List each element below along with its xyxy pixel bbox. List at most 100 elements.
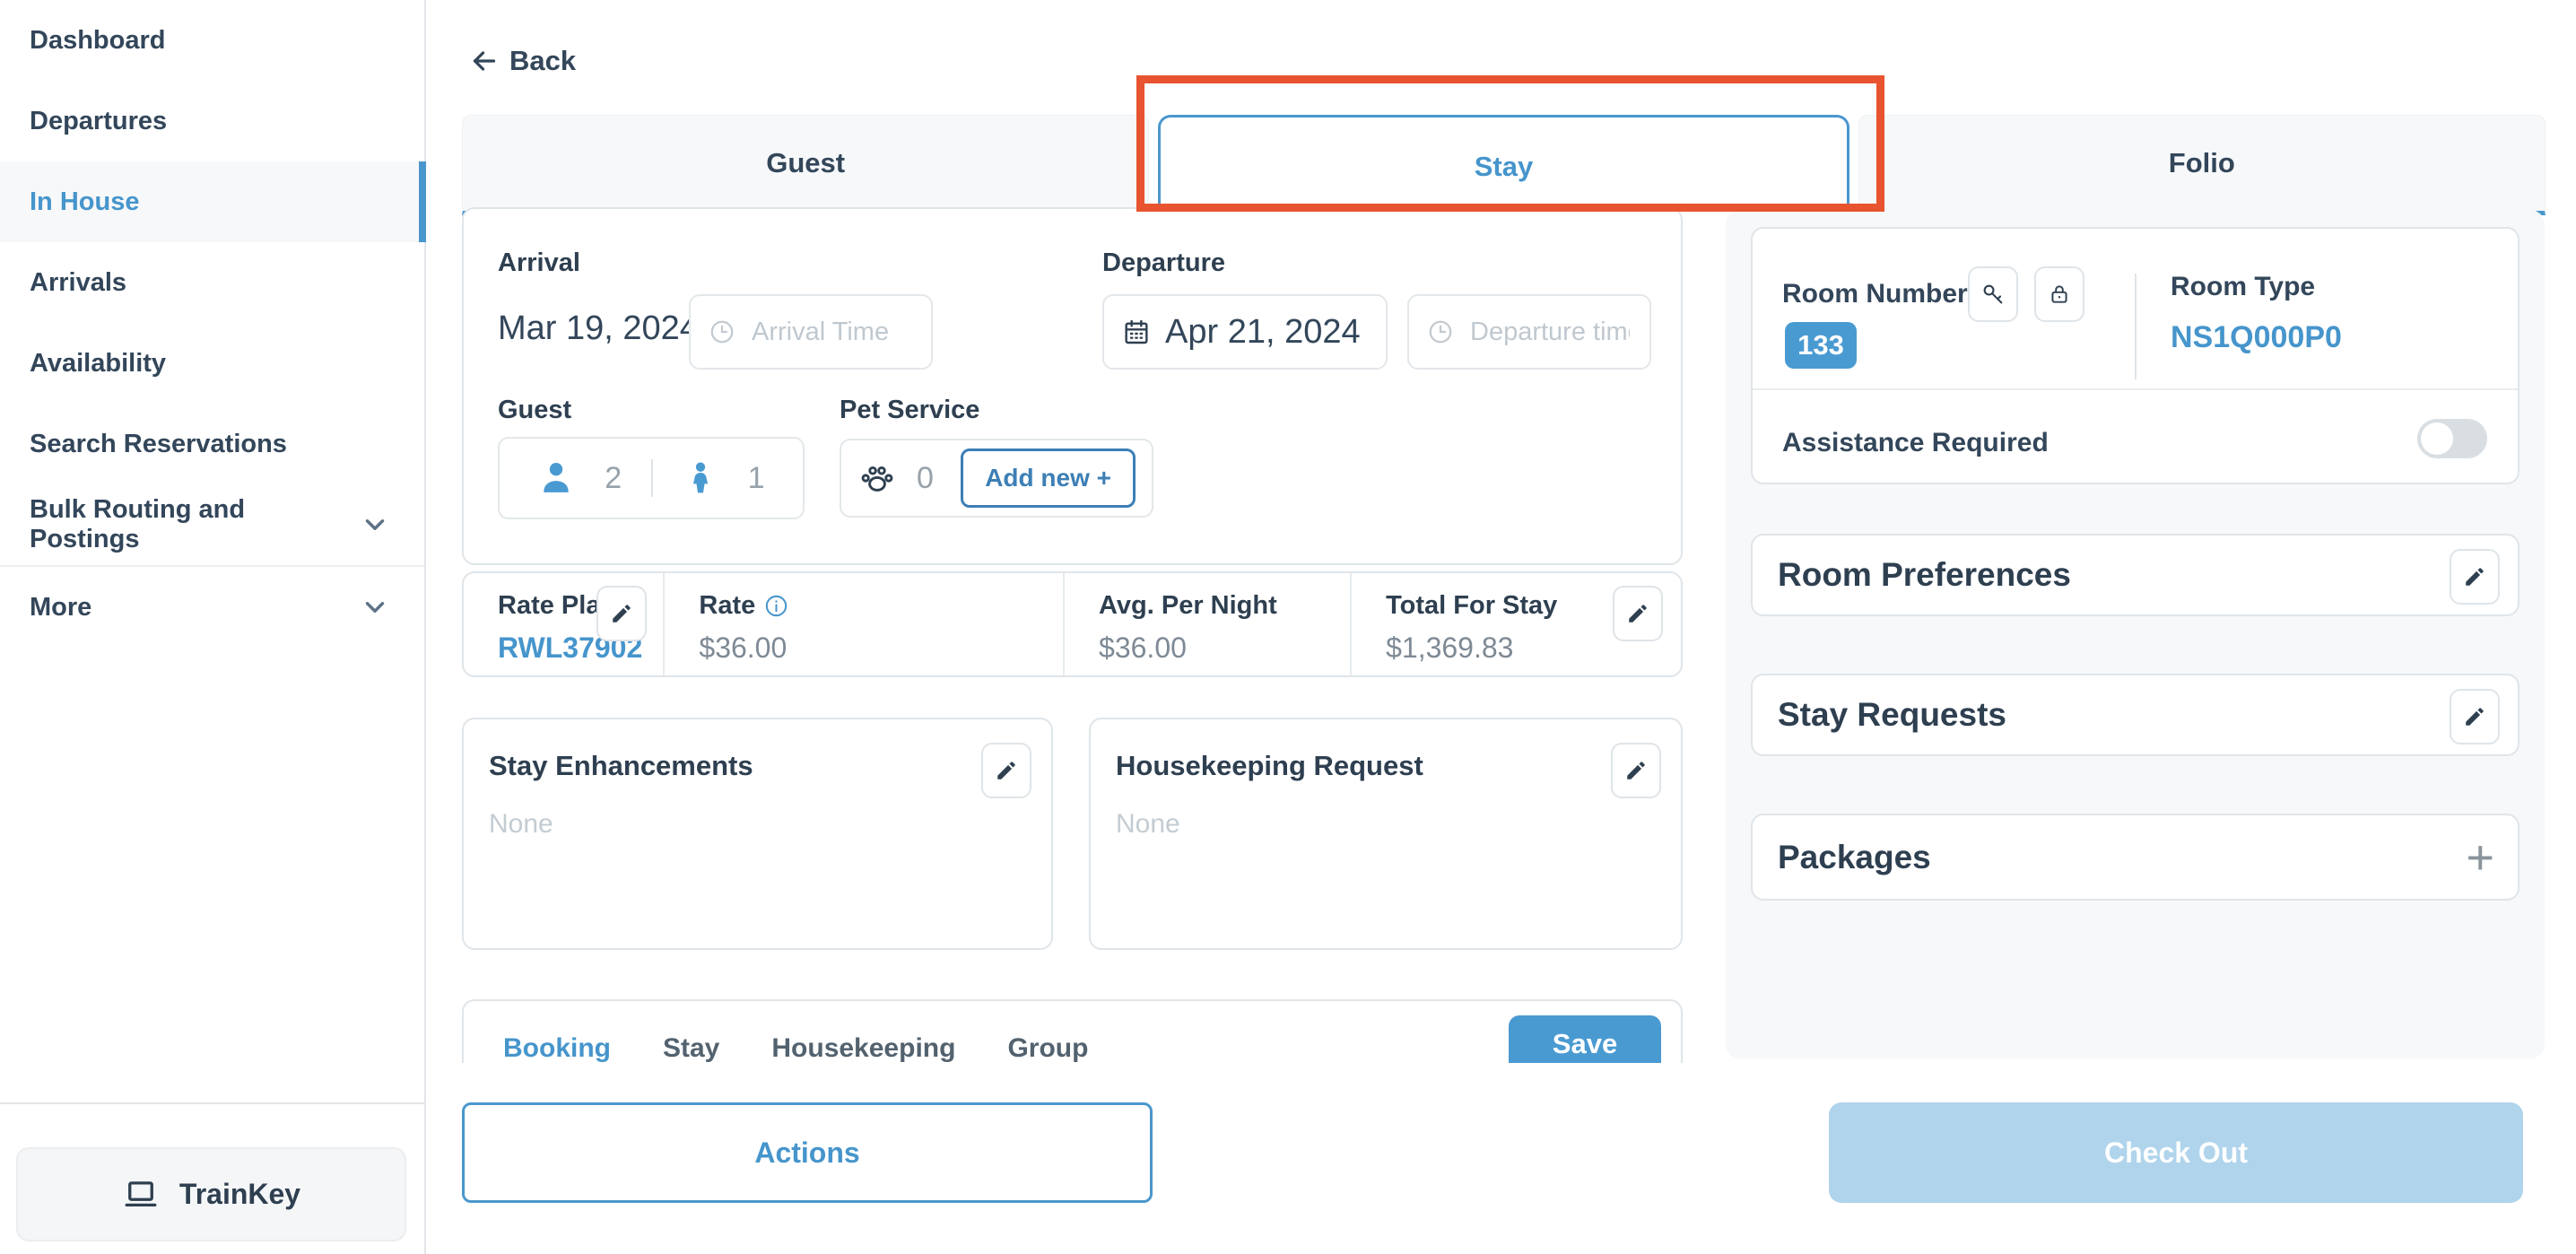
notes-tab-housekeeping[interactable]: Housekeeping [771,1033,956,1063]
room-panel: Room Number 133 Room Type NS1Q000P0 Assi… [1726,210,2545,1058]
clock-icon [709,318,735,345]
info-icon[interactable] [764,594,788,618]
paw-icon [857,458,897,498]
notes-tab-group[interactable]: Group [1007,1033,1089,1063]
housekeeping-request-card: Housekeeping Request None [1089,718,1683,950]
lock-icon [2048,283,2071,306]
pencil-icon [1624,759,1648,782]
toggle-knob [2421,422,2453,455]
sidebar-item-availability[interactable]: Availability [0,323,424,404]
edit-room-preferences-button[interactable] [2450,549,2500,605]
chevron-down-icon [360,509,390,540]
tab-stay[interactable]: Stay [1158,115,1849,215]
check-out-button[interactable]: Check Out [1829,1102,2523,1203]
housekeeping-request-title: Housekeeping Request [1116,750,1423,781]
sidebar-item-departures[interactable]: Departures [0,81,424,161]
avg-per-night-column: Avg. Per Night $36.00 [1063,573,1350,675]
stay-requests-card: Stay Requests [1751,674,2519,756]
notes-tabs-card: Booking Stay Housekeeping Group Save [462,999,1683,1063]
departure-label: Departure [1102,248,1225,277]
chevron-down-icon [360,592,390,623]
arrival-time-input[interactable] [750,316,913,348]
actions-button[interactable]: Actions [462,1102,1153,1203]
add-package-button[interactable]: + [2466,830,2494,884]
pet-service-box: 0 Add new + [840,439,1153,518]
edit-housekeeping-request-button[interactable] [1611,743,1661,798]
sidebar-item-label: In House [30,187,140,216]
arrival-label: Arrival [498,248,580,277]
back-arrow-icon [468,45,500,77]
room-type-value[interactable]: NS1Q000P0 [2171,320,2342,354]
sidebar-item-search-reservations[interactable]: Search Reservations [0,404,424,484]
pet-service-label: Pet Service [840,396,980,424]
departure-date-box[interactable]: Apr 21, 2024 [1102,294,1388,370]
avg-per-night-value: $36.00 [1099,631,1187,664]
tab-guest[interactable]: Guest [462,115,1150,215]
sidebar-item-in-house[interactable]: In House [0,161,426,242]
stay-enhancements-value: None [489,809,553,839]
save-button[interactable]: Save [1509,1015,1661,1063]
sidebar-divider [0,565,424,567]
sidebar-item-label: Bulk Routing and Postings [30,495,246,553]
detail-tabbar: Guest Stay Folio [462,115,2546,215]
total-for-stay-value: $1,369.83 [1386,631,1514,664]
avg-per-night-label: Avg. Per Night [1099,591,1277,620]
notes-tab-stay[interactable]: Stay [663,1033,720,1063]
sidebar-item-label: Search Reservations [30,429,287,458]
arrival-date-value[interactable]: Mar 19, 2024 [498,309,699,347]
sidebar-item-label: Dashboard [30,25,166,55]
add-new-pet-button[interactable]: Add new + [961,448,1136,508]
back-button[interactable]: Back [468,45,576,77]
clock-icon [1427,318,1454,345]
child-count: 1 [747,460,765,495]
edit-stay-enhancements-button[interactable] [981,743,1031,798]
tab-folio[interactable]: Folio [1858,115,2546,215]
guest-label: Guest [498,396,572,424]
assistance-required-label: Assistance Required [1782,428,2049,457]
room-info-top: Room Number 133 Room Type NS1Q000P0 [1753,229,2518,390]
total-for-stay-column: Total For Stay $1,369.83 [1350,573,1681,675]
notes-tab-booking[interactable]: Booking [503,1033,611,1063]
divider [650,459,653,497]
child-icon [683,460,718,496]
packages-card: Packages + [1751,814,2519,901]
stay-dates-card: Arrival Mar 19, 2024 Departure Apr 21, 2… [462,207,1683,565]
pencil-icon [2463,705,2486,728]
room-preferences-card: Room Preferences [1751,534,2519,616]
stay-requests-title: Stay Requests [1778,696,2006,733]
adult-count: 2 [605,460,622,495]
lock-button[interactable] [2034,266,2084,322]
adult-icon [537,459,575,497]
rate-label-row: Rate [699,591,1063,621]
sidebar-item-dashboard[interactable]: Dashboard [0,0,424,81]
sidebar-item-bulk-routing[interactable]: Bulk Routing and Postings [0,484,424,565]
edit-rate-plan-button[interactable] [596,586,648,641]
laptop-icon [122,1176,160,1214]
key-button[interactable] [1968,266,2018,322]
pet-count: 0 [917,460,934,495]
pencil-icon [995,759,1018,782]
room-number-badge[interactable]: 133 [1785,322,1857,369]
edit-stay-requests-button[interactable] [2450,689,2500,745]
sidebar-item-label: Departures [30,106,168,135]
assistance-required-toggle[interactable] [2417,419,2487,458]
edit-total-button[interactable] [1613,586,1663,641]
tab-label: Folio [2168,147,2235,179]
packages-title: Packages [1778,838,1931,875]
departure-time-input[interactable] [1468,316,1632,348]
trainkey-label: TrainKey [178,1178,301,1210]
room-info-card: Room Number 133 Room Type NS1Q000P0 Assi… [1751,227,2519,484]
rate-label: Rate [699,591,756,620]
sidebar-item-arrivals[interactable]: Arrivals [0,242,424,323]
pencil-icon [1626,602,1649,625]
trainkey-button[interactable]: TrainKey [16,1147,406,1241]
guest-count-box[interactable]: 2 1 [498,437,805,519]
rate-card: Rate Plan RWL37902 Rate $36.00 Avg. Per … [462,571,1683,677]
rate-column: Rate $36.00 [663,573,1063,675]
sidebar-item-more[interactable]: More [0,567,424,648]
room-type-label: Room Type [2171,272,2316,301]
pencil-icon [2463,565,2486,588]
sidebar-footer: TrainKey [0,1102,424,1254]
stay-enhancements-title: Stay Enhancements [489,750,753,781]
